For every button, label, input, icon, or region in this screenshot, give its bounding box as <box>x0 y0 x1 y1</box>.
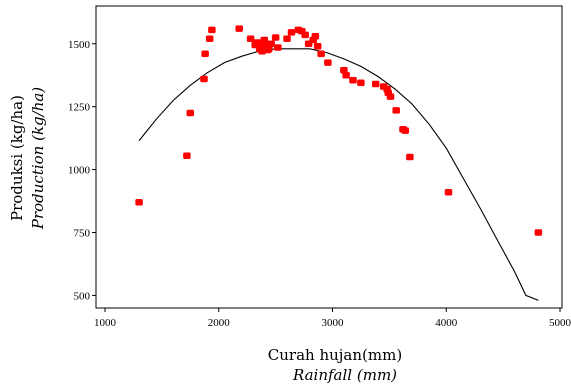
plot-frame <box>95 5 563 309</box>
data-point <box>183 152 191 159</box>
x-axis-title-english: Rainfall (mm) <box>292 366 397 384</box>
data-point <box>135 199 143 206</box>
data-points-layer <box>135 25 543 236</box>
data-point <box>260 36 269 44</box>
data-point <box>205 35 214 42</box>
x-axis-ticks: 1000 2000 3000 4000 5000 <box>94 308 571 329</box>
y-axis-title: Produksi (kg/ha) <box>8 95 26 221</box>
data-point <box>444 188 453 196</box>
y-axis-ticks: 500 750 1000 1250 1500 <box>68 39 96 302</box>
data-point <box>301 31 309 39</box>
data-point <box>200 75 208 83</box>
x-tick-label: 2000 <box>208 317 231 329</box>
data-point <box>386 93 395 100</box>
data-point <box>317 50 325 58</box>
data-point <box>392 107 400 114</box>
y-tick-label: 1500 <box>68 39 91 51</box>
data-point <box>371 80 380 88</box>
data-point <box>287 29 296 36</box>
data-point <box>186 109 195 117</box>
fitted-curve-layer <box>138 48 539 301</box>
data-point <box>342 71 350 79</box>
data-point <box>274 44 282 51</box>
plot-border <box>95 5 563 309</box>
data-point <box>267 40 275 48</box>
data-point <box>271 34 280 41</box>
y-tick-label: 1000 <box>68 165 91 177</box>
x-tick-label: 4000 <box>435 317 458 329</box>
data-point <box>201 50 209 58</box>
data-point <box>283 35 291 42</box>
x-tick-label: 5000 <box>549 317 571 329</box>
data-point <box>235 25 243 32</box>
data-point <box>534 229 543 236</box>
data-point <box>311 32 320 40</box>
data-point <box>406 153 414 161</box>
data-point <box>208 26 216 34</box>
data-point <box>401 127 410 134</box>
y-tick-label: 1250 <box>68 102 91 114</box>
x-tick-label: 1000 <box>94 317 117 329</box>
fitted-curve-line <box>138 48 539 301</box>
data-point <box>313 43 322 50</box>
data-point <box>349 76 357 84</box>
y-tick-label: 750 <box>74 228 91 240</box>
y-tick-label: 500 <box>74 290 91 302</box>
data-point <box>357 79 365 87</box>
data-point <box>246 35 255 42</box>
x-tick-label: 3000 <box>322 317 345 329</box>
x-axis-title: Curah hujan(mm) <box>268 346 402 364</box>
y-axis-title-english: Production (kg/ha) <box>29 87 47 230</box>
data-point <box>324 59 332 66</box>
